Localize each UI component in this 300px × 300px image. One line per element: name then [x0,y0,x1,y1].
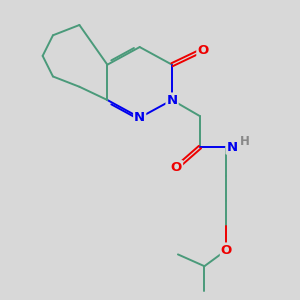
Text: N: N [167,94,178,106]
Text: O: O [221,244,232,256]
Text: N: N [226,141,238,154]
Text: H: H [240,135,250,148]
Text: N: N [134,111,145,124]
Text: O: O [171,161,182,174]
Text: O: O [197,44,208,56]
